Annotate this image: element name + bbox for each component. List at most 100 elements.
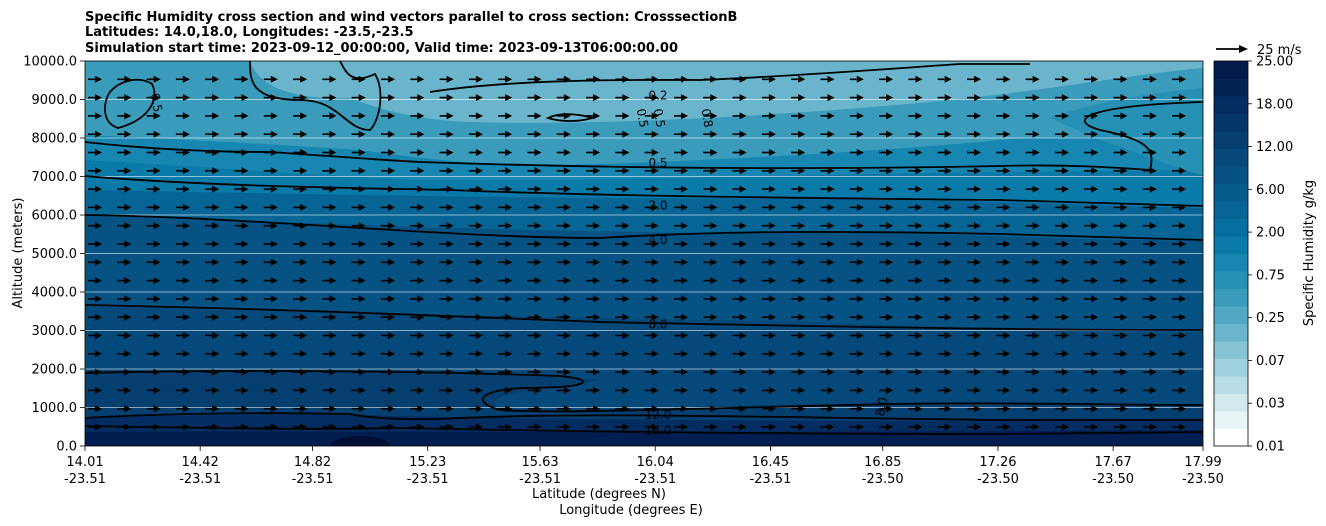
contour-0.5 (85, 101, 1203, 171)
wind-vector-head (534, 75, 542, 83)
wind-vector-head (270, 277, 278, 285)
wind-vector-head (974, 277, 981, 285)
wind-vector-head (1179, 405, 1187, 413)
wind-vector-head (739, 423, 747, 431)
wind-vector-head (944, 185, 952, 193)
wind-vector-head (182, 75, 190, 83)
wind-vector-head (915, 350, 923, 358)
wind-vector-head (505, 222, 513, 230)
wind-vector-head (798, 75, 806, 83)
wind-vector-head (1003, 130, 1011, 138)
wind-vector-head (798, 240, 806, 248)
wind-vector-head (651, 167, 659, 175)
wind-vector-head (710, 112, 718, 120)
wind-vector-head (182, 277, 190, 285)
wind-vector-head (329, 350, 337, 358)
wind-vector-head (329, 130, 337, 138)
wind-vector-head (563, 313, 571, 321)
wind-vector-head (475, 240, 483, 248)
wind-vector-head (856, 149, 864, 156)
wind-vector-head (593, 112, 601, 120)
wind-vector-head (593, 332, 601, 339)
wind-vector-head (300, 313, 308, 321)
wind-vector-head (768, 75, 776, 83)
y-tick-label: 2000.0 (32, 363, 78, 378)
wind-vector-head (563, 167, 571, 175)
wind-vector-head (1179, 423, 1187, 431)
contour-label: 0.5 (648, 156, 667, 170)
wind-vector-head (270, 185, 278, 193)
wind-vector-head (300, 350, 308, 358)
wind-vector-head (417, 277, 425, 285)
wind-vector-head (505, 240, 513, 248)
wind-vector-head (856, 405, 864, 413)
wind-vector-head (212, 295, 220, 303)
wind-vector-head (270, 75, 278, 83)
x-tick-label-lon: -23.50 (977, 472, 1019, 487)
wind-vector-head (388, 332, 395, 339)
wind-vector-head (1061, 167, 1069, 175)
x-tick-label-lat: 17.99 (1184, 455, 1221, 470)
wind-vector-head (593, 167, 601, 175)
wind-vector-head (153, 258, 161, 266)
colorbar-segment (1214, 78, 1248, 97)
wind-vector-head (300, 167, 308, 175)
wind-vector-head (739, 295, 747, 303)
wind-vector-head (95, 149, 102, 156)
wind-vector-head (1149, 75, 1157, 83)
wind-vector-head (388, 130, 395, 138)
y-tick-label: 9000.0 (32, 93, 78, 108)
wind-vector-head (915, 386, 923, 394)
wind-vector-head (974, 386, 981, 394)
wind-vector-head (1032, 350, 1040, 358)
wind-vector-head (856, 258, 864, 266)
wind-vector-head (1179, 368, 1187, 376)
wind-vector-head (651, 423, 659, 431)
wind-vector-head (300, 277, 308, 285)
wind-vector-head (212, 350, 220, 358)
wind-vector-head (827, 203, 835, 211)
colorbar-segment (1214, 393, 1248, 412)
wind-vector-head (534, 258, 542, 266)
wind-vector-head (241, 258, 249, 266)
wind-vector-head (827, 112, 835, 120)
contour-label-inline: 0.5 (651, 107, 668, 128)
x-tick-label-lat: 17.26 (979, 455, 1016, 470)
wind-vector-head (944, 423, 952, 431)
wind-vector-head (212, 386, 220, 394)
title-line-3: Simulation start time: 2023-09-12_00:00:… (85, 41, 678, 56)
wind-vector-head (95, 94, 102, 102)
wind-vector-head (1061, 313, 1069, 321)
wind-vector-head (974, 185, 981, 193)
wind-vector-head (651, 277, 659, 285)
x-tick-label-lat: 17.67 (1095, 455, 1132, 470)
wind-vector-head (153, 203, 161, 211)
wind-vector-head (710, 313, 718, 321)
wind-vector-head (182, 185, 190, 193)
humidity-fill (85, 61, 1203, 446)
wind-vector-head (681, 222, 688, 230)
wind-vector-head (1091, 332, 1099, 339)
wind-vector-head (1120, 240, 1128, 248)
colorbar-label: Specific Humidity g/kg (1302, 180, 1317, 326)
wind-vector-head (739, 167, 747, 175)
colorbar-segment (1214, 148, 1248, 167)
wind-vector-head (505, 185, 513, 193)
wind-vector-head (329, 295, 337, 303)
wind-vector-head (768, 368, 776, 376)
x-tick-label-lon: -23.51 (292, 472, 334, 487)
wind-vector-head (886, 203, 894, 211)
wind-vector-head (710, 167, 718, 175)
wind-vector-head (681, 149, 688, 156)
wind-vector-head (1149, 368, 1157, 376)
title-line-1: Specific Humidity cross section and wind… (85, 10, 737, 25)
wind-vector-head (388, 405, 395, 413)
wind-vector-head (534, 332, 542, 339)
wind-vector-head (798, 313, 806, 321)
wind-vector-head (446, 277, 454, 285)
x-tick-label-lon: -23.50 (1182, 472, 1224, 487)
wind-vector-head (1003, 277, 1011, 285)
wind-vector-head (1032, 222, 1040, 230)
wind-vector-head (124, 185, 132, 193)
wind-vector-head (710, 295, 718, 303)
